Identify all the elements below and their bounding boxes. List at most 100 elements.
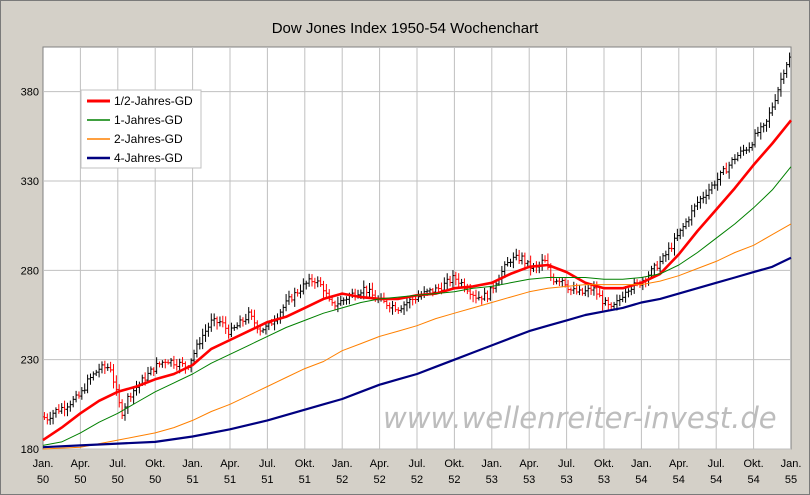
x-tick-label-16: Jan. 54 bbox=[631, 458, 652, 486]
legend: 1/2-Jahres-GD 1-Jahres-GD 2-Jahres-GD 4-Jah… bbox=[80, 89, 202, 169]
legend-label-4: 4-Jahres-GD bbox=[114, 151, 183, 165]
price-bar bbox=[391, 300, 395, 315]
x-tick-label-12: Jan. 53 bbox=[481, 458, 502, 486]
price-bar bbox=[106, 363, 110, 371]
price-bar bbox=[664, 250, 668, 262]
price-bar bbox=[221, 315, 225, 328]
legend-label-2: 1-Jahres-GD bbox=[114, 113, 183, 127]
price-bar bbox=[733, 154, 737, 165]
price-bar bbox=[204, 324, 208, 342]
price-bar bbox=[368, 283, 372, 299]
price-bar bbox=[543, 255, 547, 263]
x-axis-ticks: Jan. 50 Apr. 50 Jul. 50 Okt. 50 Jan. 51 Apr. 51 Jul.… bbox=[33, 458, 802, 486]
price-bar bbox=[54, 407, 58, 418]
price-bar bbox=[181, 357, 185, 367]
x-tick-label-15: Okt. 53 bbox=[594, 458, 614, 486]
x-tick-label-17: Apr. 54 bbox=[669, 458, 689, 486]
price-bar bbox=[782, 69, 786, 84]
price-bar bbox=[785, 62, 789, 78]
x-tick-label-19: Okt. 54 bbox=[744, 458, 764, 486]
x-tick-label-1: Apr. 50 bbox=[71, 458, 91, 486]
price-bar bbox=[405, 298, 409, 312]
price-bar bbox=[727, 161, 731, 179]
price-bar bbox=[687, 216, 691, 227]
price-bar bbox=[730, 157, 734, 169]
price-bar bbox=[169, 357, 173, 367]
x-tick-label-5: Apr. 51 bbox=[220, 458, 240, 486]
legend-box bbox=[80, 89, 202, 169]
moving-average-lines bbox=[42, 119, 793, 450]
price-bar bbox=[247, 307, 251, 324]
x-tick-label-13: Apr. 53 bbox=[519, 458, 539, 486]
x-tick-label-7: Okt. 51 bbox=[295, 458, 315, 486]
price-bar bbox=[111, 364, 115, 389]
price-bar bbox=[788, 52, 792, 68]
x-tick-label-6: Jul. 51 bbox=[259, 458, 276, 486]
legend-label-1: 1/2-Jahres-GD bbox=[114, 94, 193, 108]
price-bar bbox=[316, 276, 320, 288]
price-bar bbox=[457, 273, 461, 289]
price-bar bbox=[560, 278, 564, 288]
price-bar bbox=[307, 273, 311, 287]
price-bar bbox=[132, 388, 136, 405]
price-bar bbox=[163, 358, 167, 369]
price-bar bbox=[612, 301, 616, 309]
price-bar bbox=[385, 298, 389, 310]
price-bar bbox=[678, 228, 682, 240]
x-tick-label-4: Jan. 51 bbox=[182, 458, 203, 486]
price-bar bbox=[773, 94, 777, 111]
price-bar bbox=[477, 291, 481, 301]
price-bar bbox=[172, 355, 176, 369]
price-bar bbox=[681, 222, 685, 237]
series-line-2 bbox=[42, 166, 792, 446]
price-bar bbox=[77, 391, 81, 399]
price-bar bbox=[261, 327, 265, 334]
y-tick-label-3: 330 bbox=[21, 176, 39, 188]
price-bar bbox=[83, 383, 87, 394]
x-tick-label-20: Jan. 55 bbox=[781, 458, 802, 486]
price-bar bbox=[322, 280, 325, 298]
price-bar bbox=[333, 300, 337, 310]
price-bar bbox=[739, 146, 743, 159]
price-bar bbox=[670, 242, 674, 252]
price-bar bbox=[229, 322, 233, 338]
price-bar bbox=[241, 317, 245, 327]
price-bar bbox=[675, 228, 679, 242]
price-bar bbox=[693, 203, 697, 218]
price-bar bbox=[71, 396, 75, 408]
price-bar bbox=[215, 316, 219, 330]
price-bar bbox=[618, 294, 622, 307]
price-bar bbox=[68, 400, 72, 412]
price-bar bbox=[494, 280, 498, 293]
price-bar bbox=[327, 289, 331, 302]
x-tick-label-9: Apr. 52 bbox=[370, 458, 390, 486]
price-bar bbox=[661, 253, 665, 265]
price-bar bbox=[60, 403, 64, 414]
x-tick-label-14: Jul. 53 bbox=[558, 458, 575, 486]
price-bar bbox=[51, 409, 55, 425]
price-bar bbox=[506, 256, 510, 267]
price-bar bbox=[716, 172, 720, 191]
price-bar bbox=[63, 400, 67, 417]
y-axis-ticks: 180 230 280 330 380 bbox=[21, 87, 39, 456]
x-tick-label-2: Jul. 50 bbox=[109, 458, 126, 486]
series-line-3 bbox=[42, 223, 792, 450]
price-bar bbox=[488, 285, 492, 301]
price-bar bbox=[206, 322, 210, 337]
price-bar bbox=[580, 287, 584, 296]
price-bar bbox=[621, 291, 625, 303]
price-bar bbox=[293, 287, 297, 307]
price-bar bbox=[319, 277, 323, 287]
price-bar bbox=[393, 301, 397, 312]
price-bar bbox=[123, 403, 127, 421]
price-bar bbox=[483, 287, 487, 301]
price-bar bbox=[753, 129, 757, 148]
price-bar bbox=[117, 384, 121, 408]
price-bar bbox=[626, 288, 630, 298]
price-bar bbox=[759, 122, 763, 140]
price-bar bbox=[779, 72, 783, 97]
x-tick-label-11: Okt. 52 bbox=[444, 458, 464, 486]
price-bar bbox=[514, 248, 518, 261]
price-bar bbox=[160, 360, 164, 368]
price-bar bbox=[250, 309, 254, 320]
